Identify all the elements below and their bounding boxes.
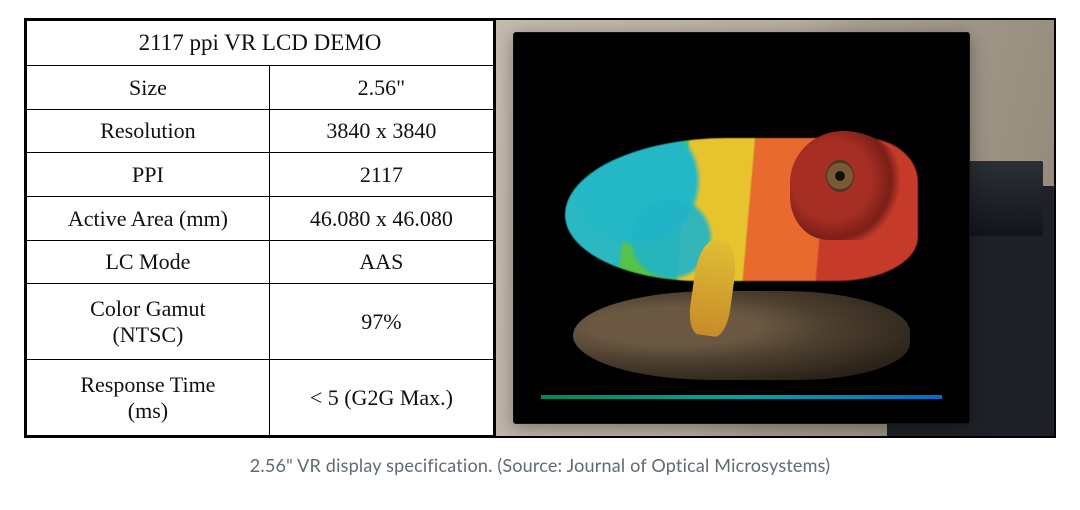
branch-graphic bbox=[573, 291, 910, 380]
table-row: LC Mode AAS bbox=[27, 240, 494, 284]
table-row: Resolution 3840 x 3840 bbox=[27, 109, 494, 153]
spec-label: Color Gamut(NTSC) bbox=[27, 284, 270, 360]
table-title-row: 2117 ppi VR LCD DEMO bbox=[27, 21, 494, 66]
table-row: Response Time(ms) < 5 (G2G Max.) bbox=[27, 360, 494, 436]
spec-table: 2117 ppi VR LCD DEMO Size 2.56" Resoluti… bbox=[26, 20, 494, 436]
spec-value: 46.080 x 46.080 bbox=[269, 197, 493, 241]
chameleon-eye bbox=[826, 160, 854, 192]
spec-value: < 5 (G2G Max.) bbox=[269, 360, 493, 436]
spec-value: AAS bbox=[269, 240, 493, 284]
spec-label: Size bbox=[27, 66, 270, 110]
spec-label: Active Area (mm) bbox=[27, 197, 270, 241]
table-row: PPI 2117 bbox=[27, 153, 494, 197]
flex-connector bbox=[965, 161, 1043, 236]
spec-label: PPI bbox=[27, 153, 270, 197]
table-row: Active Area (mm) 46.080 x 46.080 bbox=[27, 197, 494, 241]
table-row: Size 2.56" bbox=[27, 66, 494, 110]
spec-value: 97% bbox=[269, 284, 493, 360]
spec-label: Response Time(ms) bbox=[27, 360, 270, 436]
table-row: Color Gamut(NTSC) 97% bbox=[27, 284, 494, 360]
spec-value: 2.56" bbox=[269, 66, 493, 110]
lcd-module bbox=[513, 32, 971, 423]
figure-caption: 2.56" VR display specification. (Source:… bbox=[24, 454, 1056, 476]
panel-bottom-strip bbox=[541, 395, 942, 399]
product-photo bbox=[496, 20, 1054, 436]
lcd-active-area bbox=[541, 80, 942, 399]
spec-table-column: 2117 ppi VR LCD DEMO Size 2.56" Resoluti… bbox=[26, 20, 496, 436]
figure-container: 2117 ppi VR LCD DEMO Size 2.56" Resoluti… bbox=[24, 18, 1056, 438]
spec-label: Resolution bbox=[27, 109, 270, 153]
spec-label: LC Mode bbox=[27, 240, 270, 284]
table-title: 2117 ppi VR LCD DEMO bbox=[27, 21, 494, 66]
spec-value: 2117 bbox=[269, 153, 493, 197]
spec-value: 3840 x 3840 bbox=[269, 109, 493, 153]
